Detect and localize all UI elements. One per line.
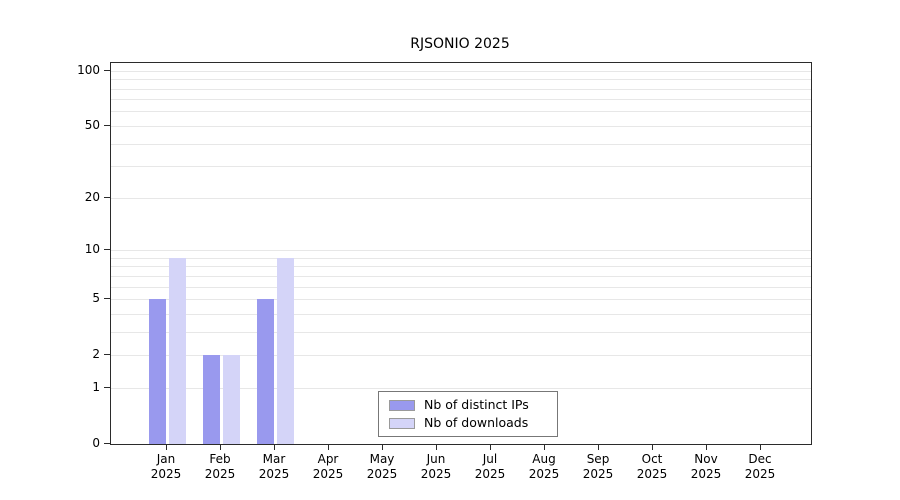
grid-line	[111, 257, 811, 259]
x-axis-month-label: Jan	[156, 452, 176, 466]
x-axis-month-label: Nov	[694, 452, 718, 466]
y-axis-tick	[104, 298, 110, 299]
legend: Nb of distinct IPs Nb of downloads	[378, 391, 558, 437]
x-axis-tick	[760, 444, 761, 450]
x-axis-month-label: Apr	[317, 452, 339, 466]
y-axis-tick	[104, 124, 110, 126]
x-axis-month-label: Aug	[532, 452, 556, 466]
grid-line	[111, 275, 811, 277]
x-axis-year-label: 2025	[312, 467, 344, 481]
grid-line	[111, 286, 811, 288]
y-axis-tick-label: 20	[84, 189, 100, 204]
y-axis-tick-label: 1	[92, 379, 100, 394]
bar-distinct-ips-jan	[148, 299, 166, 444]
grid-line	[111, 266, 811, 268]
x-axis-tick-label: Apr 2025	[298, 452, 358, 482]
x-axis-month-label: Oct	[641, 452, 663, 466]
grid-line	[111, 125, 811, 127]
x-axis-month-label: May	[369, 452, 395, 466]
legend-label-distinct-ips: Nb of distinct IPs	[424, 397, 529, 412]
x-axis-year-label: 2025	[582, 467, 614, 481]
y-axis-tick	[104, 249, 110, 250]
grid-line	[111, 88, 811, 90]
x-axis-tick	[382, 444, 383, 450]
grid-line	[111, 313, 811, 315]
bar-distinct-ips-feb	[202, 355, 220, 444]
grid-line	[111, 79, 811, 81]
x-axis-month-label: Dec	[748, 452, 772, 466]
plot-area	[110, 62, 812, 445]
x-axis-tick-label: May 2025	[352, 452, 412, 482]
legend-swatch-distinct-ips	[389, 399, 415, 411]
y-axis-tick-label: 0	[92, 436, 100, 450]
x-axis-tick	[652, 444, 653, 450]
y-axis-tick-label: 2	[92, 347, 100, 362]
x-axis-tick	[544, 444, 545, 450]
grid-line	[111, 111, 811, 113]
grid-line	[111, 250, 811, 251]
y-axis-tick	[104, 354, 110, 356]
x-axis-month-label: Sep	[586, 452, 610, 466]
legend-label-downloads: Nb of downloads	[424, 415, 529, 430]
grid-line	[111, 166, 811, 168]
x-axis-tick	[598, 444, 599, 450]
x-axis-tick-label: Aug 2025	[514, 452, 574, 482]
y-axis-tick	[104, 386, 110, 388]
x-axis-tick-label: Mar 2025	[244, 452, 304, 482]
x-axis-tick-label: Jul 2025	[460, 452, 520, 482]
x-axis-tick-label: Dec 2025	[730, 452, 790, 482]
legend-item-downloads: Nb of downloads	[389, 416, 547, 430]
y-axis-tick-label: 5	[92, 291, 100, 305]
x-axis-tick-label: Jun 2025	[406, 452, 466, 482]
x-axis-tick	[220, 444, 221, 450]
x-axis-tick	[274, 444, 275, 450]
bar-downloads-jan	[168, 257, 186, 444]
y-axis-tick-label: 100	[77, 62, 100, 77]
y-axis-tick	[104, 69, 110, 71]
x-axis-year-label: 2025	[474, 467, 506, 481]
x-axis-tick	[436, 444, 437, 450]
grid-line	[111, 143, 811, 145]
x-axis-month-label: Jun	[426, 452, 446, 466]
x-axis-tick-label: Feb 2025	[190, 452, 250, 482]
legend-swatch-downloads	[389, 417, 415, 429]
bar-downloads-mar	[276, 257, 294, 444]
x-axis-year-label: 2025	[690, 467, 722, 481]
x-axis-tick	[706, 444, 707, 450]
x-axis-year-label: 2025	[150, 467, 182, 481]
x-axis-month-label: Jul	[482, 452, 498, 466]
y-axis-tick-label: 10	[84, 242, 100, 256]
x-axis-month-label: Mar	[262, 452, 286, 466]
y-axis-tick	[104, 443, 110, 444]
x-axis-tick-label: Jan 2025	[136, 452, 196, 482]
grid-line	[111, 355, 811, 357]
grid-line	[111, 70, 811, 72]
grid-line	[111, 99, 811, 101]
x-axis-year-label: 2025	[420, 467, 452, 481]
x-axis-tick-label: Nov 2025	[676, 452, 736, 482]
x-axis-year-label: 2025	[528, 467, 560, 481]
legend-item-distinct-ips: Nb of distinct IPs	[389, 398, 547, 412]
x-axis-year-label: 2025	[366, 467, 398, 481]
x-axis-tick-label: Oct 2025	[622, 452, 682, 482]
x-axis-year-label: 2025	[204, 467, 236, 481]
y-axis-tick	[104, 196, 110, 198]
grid-line	[111, 197, 811, 199]
x-axis-month-label: Feb	[209, 452, 231, 466]
x-axis-tick-label: Sep 2025	[568, 452, 628, 482]
grid-line	[111, 299, 811, 300]
x-axis-tick	[328, 444, 329, 450]
grid-line	[111, 331, 811, 333]
bar-distinct-ips-mar	[256, 299, 274, 444]
bar-downloads-feb	[222, 355, 240, 444]
chart-title: RJSONIO 2025	[410, 36, 510, 52]
grid-line	[111, 387, 811, 389]
x-axis-year-label: 2025	[636, 467, 668, 481]
x-axis-tick	[166, 444, 167, 450]
x-axis-year-label: 2025	[258, 467, 290, 481]
x-axis-tick	[490, 444, 491, 450]
x-axis-year-label: 2025	[744, 467, 776, 481]
y-axis-tick-label: 50	[84, 117, 100, 132]
